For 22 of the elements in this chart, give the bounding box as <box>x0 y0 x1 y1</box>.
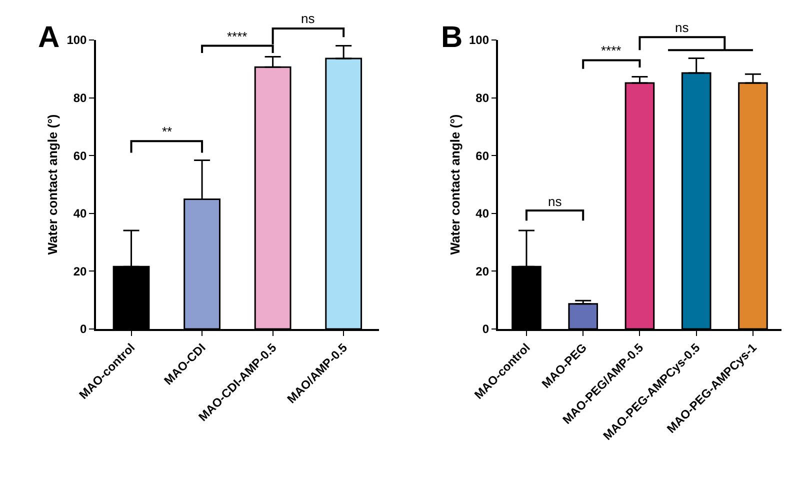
y-tick-label: 20 <box>73 264 88 278</box>
y-tick-label: 100 <box>66 33 88 48</box>
text: ns <box>301 11 316 26</box>
y-tick-label: 80 <box>476 91 490 105</box>
y-tick-label: 0 <box>482 322 490 336</box>
y-tick-label: 80 <box>73 91 88 105</box>
y-tick-label: 100 <box>468 33 490 48</box>
y-tick-label: 40 <box>476 206 490 221</box>
y-tick-label: 0 <box>80 322 88 336</box>
y-tick-label: 20 <box>476 264 490 278</box>
y-axis-title: Water contact angle (°) <box>447 114 462 255</box>
chart-title: B <box>441 21 463 54</box>
y-axis-title: Water contact angle (°) <box>45 114 60 255</box>
annotation: ** <box>162 124 172 139</box>
annotation: **** <box>227 29 248 44</box>
annotation: ns <box>548 194 562 209</box>
y-tick-label: 60 <box>476 148 490 163</box>
chart-title: A <box>38 21 60 54</box>
y-tick-label: 40 <box>73 206 88 221</box>
annotation: **** <box>601 43 622 58</box>
y-tick-label: 60 <box>73 148 88 163</box>
text: ns <box>675 20 690 35</box>
